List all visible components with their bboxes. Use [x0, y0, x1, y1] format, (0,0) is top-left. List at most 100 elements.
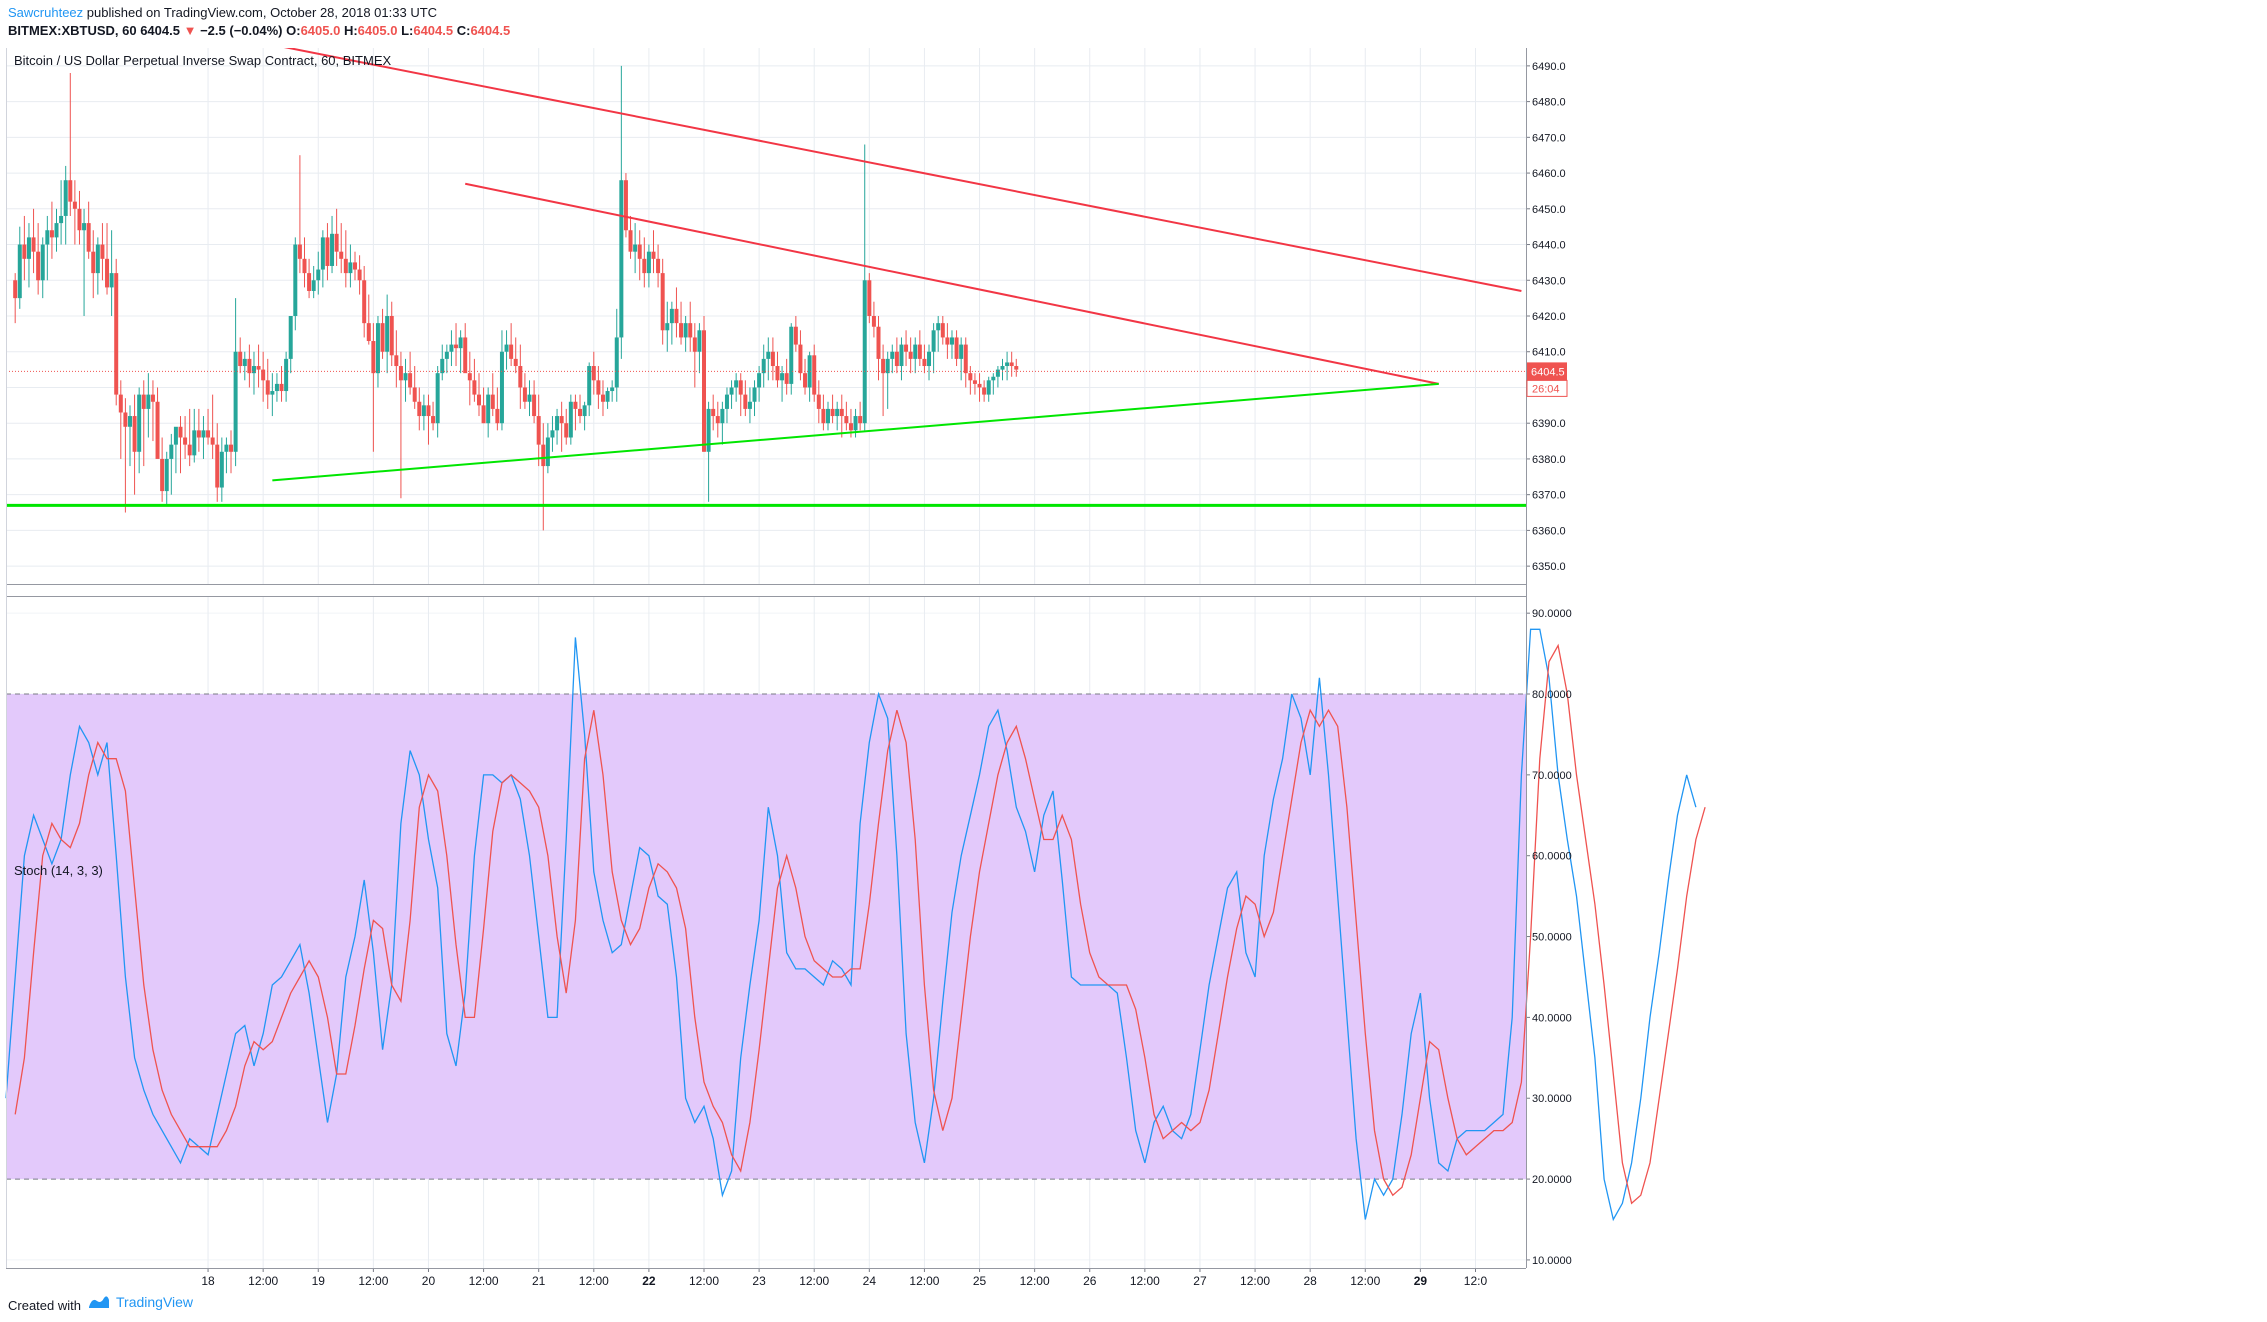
candle-body [288, 316, 293, 359]
candle-body [669, 308, 674, 324]
candle-body [385, 316, 390, 352]
candle-body [991, 376, 996, 381]
candle-body [118, 394, 123, 413]
candle-body [564, 423, 569, 438]
candle-body [706, 408, 711, 452]
candle-body [476, 394, 481, 406]
candle-body [848, 423, 853, 431]
down-arrow-icon: ▼ [183, 23, 197, 38]
candle-body [137, 394, 142, 452]
candle-body [380, 323, 385, 352]
stoch-overbought-oversold-band [6, 694, 1526, 1180]
high-value: 6405.0 [357, 23, 398, 38]
candle-body [844, 416, 849, 424]
x-tick-label: 12:0 [1464, 1274, 1488, 1288]
candle-body [931, 330, 936, 352]
candle-body [945, 337, 950, 345]
candle-body [251, 366, 256, 374]
axes: 18 12:00 19 12:00 20 12:00 21 12:00 22 12:00 23 12:… [6, 48, 1572, 1288]
candle-body [550, 430, 555, 438]
candle-body [862, 280, 867, 424]
price-tick-label: 6450.0 [1532, 204, 1566, 216]
candle-body [297, 244, 302, 259]
candle-body [316, 269, 321, 281]
x-tick-label: 26 [1083, 1274, 1097, 1288]
candle-body [77, 208, 82, 231]
price-tick-label: 6360.0 [1532, 525, 1566, 537]
symbol-name[interactable]: BITMEX:XBTUSD, 60 [8, 23, 137, 38]
countdown-badge [1526, 379, 1568, 397]
candle-body [591, 366, 596, 381]
stoch-k-line [5, 628, 1697, 1222]
candle-body [59, 215, 64, 224]
candle-body [486, 394, 491, 424]
candle-body [734, 380, 739, 388]
symbol-line: BITMEX:XBTUSD, 60 6404.5 ▼ −2.5 (−0.04%)… [8, 23, 510, 38]
candle-body [596, 380, 601, 395]
x-tick-label: 12:00 [248, 1274, 278, 1288]
candle-body [1005, 362, 1010, 367]
candle-body [36, 251, 41, 281]
price-tick-label: 6410.0 [1532, 347, 1566, 359]
candle-body [743, 394, 748, 409]
x-tick-label: 19 [312, 1274, 326, 1288]
candle-body [238, 351, 243, 367]
candle-body [242, 358, 247, 367]
candle-body [1000, 366, 1005, 370]
stoch-tick-label: 80.0000 [1532, 689, 1572, 701]
candle-body [904, 344, 909, 352]
candle-body [674, 308, 679, 324]
candle-body [977, 383, 982, 388]
candle-body [522, 387, 527, 402]
candle-body [656, 258, 661, 274]
last-price-badge [1527, 362, 1567, 381]
candle-body [366, 323, 371, 342]
candle-body [54, 223, 59, 238]
candle-body [82, 223, 87, 231]
candle-body [559, 416, 564, 424]
candle-body [155, 401, 160, 459]
candle-body [375, 323, 380, 374]
stoch-tick-label: 30.0000 [1532, 1093, 1572, 1105]
candle-body [22, 244, 27, 259]
candle-body [371, 341, 376, 374]
candle-body [839, 408, 844, 417]
x-tick-label: 12:00 [1020, 1274, 1050, 1288]
price-tick-label: 6490.0 [1532, 61, 1566, 73]
candle-body [472, 380, 477, 395]
candle-body [954, 337, 959, 359]
candle-body [426, 405, 431, 417]
candle-body [747, 401, 752, 409]
close-label: C: [456, 23, 471, 38]
candle-body [330, 233, 335, 266]
candle-body [605, 391, 610, 402]
candle-body [353, 262, 358, 270]
candle-body [816, 394, 821, 409]
candle-body [665, 323, 670, 331]
candle-body [646, 251, 651, 274]
x-tick-label: 27 [1193, 1274, 1207, 1288]
x-tick-label: 12:00 [1350, 1274, 1380, 1288]
candle-body [320, 237, 325, 270]
tradingview-brand-label: TradingView [116, 1294, 194, 1310]
candle-body [885, 358, 890, 374]
candle-body [26, 237, 31, 259]
candle-body [343, 258, 348, 274]
author-link[interactable]: Sawcruhteez [8, 5, 84, 20]
candle-body [348, 262, 353, 274]
publish-line: Sawcruhteez published on TradingView.com… [8, 5, 437, 20]
candle-body [247, 358, 252, 374]
candle-body [940, 323, 945, 338]
tradingview-brand[interactable]: TradingView [88, 1294, 193, 1310]
candle-body [871, 316, 876, 327]
candle-body [261, 369, 266, 381]
candle-body [444, 351, 449, 359]
price-and-stoch-chart[interactable]: 18 12:00 19 12:00 20 12:00 21 12:00 22 12:00 23 12:… [0, 48, 2267, 1290]
candle-body [509, 344, 514, 359]
candle-body [495, 408, 500, 424]
candle-body [555, 416, 560, 431]
price-tick-label: 6480.0 [1532, 97, 1566, 109]
candle-body [100, 244, 105, 259]
candle-body [265, 380, 270, 395]
candle-body [196, 430, 201, 438]
